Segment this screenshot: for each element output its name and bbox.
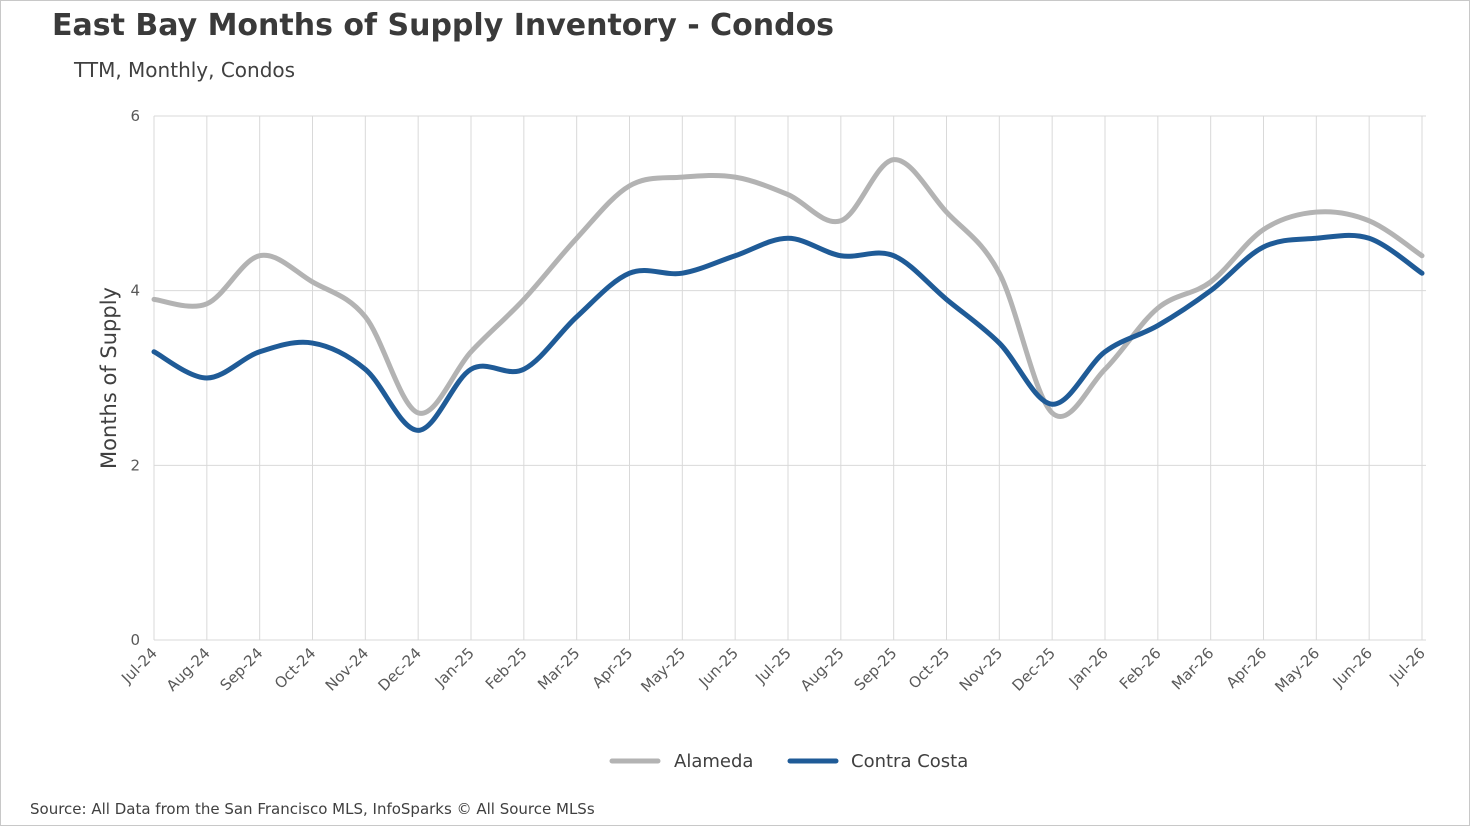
x-tick-label: Feb-26 [1116, 644, 1165, 693]
legend-label: Alameda [674, 751, 753, 772]
chart-title: East Bay Months of Supply Inventory - Co… [52, 8, 835, 43]
source-note: Source: All Data from the San Francisco … [30, 800, 595, 818]
x-tick-label: Jul-25 [751, 644, 795, 688]
x-tick-label: Mar-26 [1168, 644, 1217, 693]
y-axis-ticks: 0 2 4 6 [130, 107, 140, 649]
x-tick-label: Jun-25 [695, 644, 742, 691]
x-tick-label: Oct-24 [271, 644, 319, 692]
x-tick-label: Sep-24 [216, 644, 266, 694]
x-tick-label: Nov-24 [322, 644, 372, 694]
legend-item: Contra Costa [787, 751, 968, 772]
y-tick-label: 6 [130, 107, 140, 125]
series-contra-costa [151, 232, 1425, 433]
x-tick-label: Apr-26 [1223, 644, 1271, 692]
x-tick-label: Jan-25 [431, 644, 478, 691]
x-tick-label: Nov-25 [956, 644, 1006, 694]
grid-lines [153, 115, 1426, 641]
x-tick-label: Aug-24 [163, 644, 214, 695]
x-tick-label: Aug-25 [797, 644, 848, 695]
x-tick-label: May-25 [637, 644, 689, 696]
x-tick-label: Jul-24 [117, 644, 161, 688]
y-axis-title: Months of Supply [97, 287, 121, 469]
x-tick-label: Dec-24 [374, 644, 425, 695]
legend-label: Contra Costa [851, 751, 968, 772]
x-tick-label: Oct-25 [905, 644, 953, 692]
x-tick-label: Jul-26 [1385, 644, 1429, 688]
chart-subtitle: TTM, Monthly, Condos [74, 58, 296, 82]
x-tick-label: Apr-25 [589, 644, 637, 692]
y-tick-label: 4 [130, 282, 140, 300]
x-tick-label: Jan-26 [1065, 644, 1112, 691]
x-tick-label: Mar-25 [534, 644, 583, 693]
x-tick-label: Sep-25 [850, 644, 900, 694]
x-tick-label: Dec-25 [1008, 644, 1059, 695]
legend-item: Alameda [609, 751, 753, 772]
x-tick-label: Jun-26 [1329, 644, 1376, 691]
x-axis-ticks: Jul-24 Aug-24 Sep-24 Oct-24 Nov-24 Dec-24 Jan-… [117, 644, 1429, 696]
series-lines [151, 157, 1425, 433]
y-tick-label: 2 [130, 456, 140, 474]
y-tick-label: 0 [130, 631, 140, 649]
x-tick-label: Feb-25 [482, 644, 531, 693]
x-tick-label: May-26 [1271, 644, 1323, 696]
series-line [151, 157, 1425, 419]
series-alameda [151, 157, 1425, 419]
legend: Alameda Contra Costa [609, 751, 968, 772]
